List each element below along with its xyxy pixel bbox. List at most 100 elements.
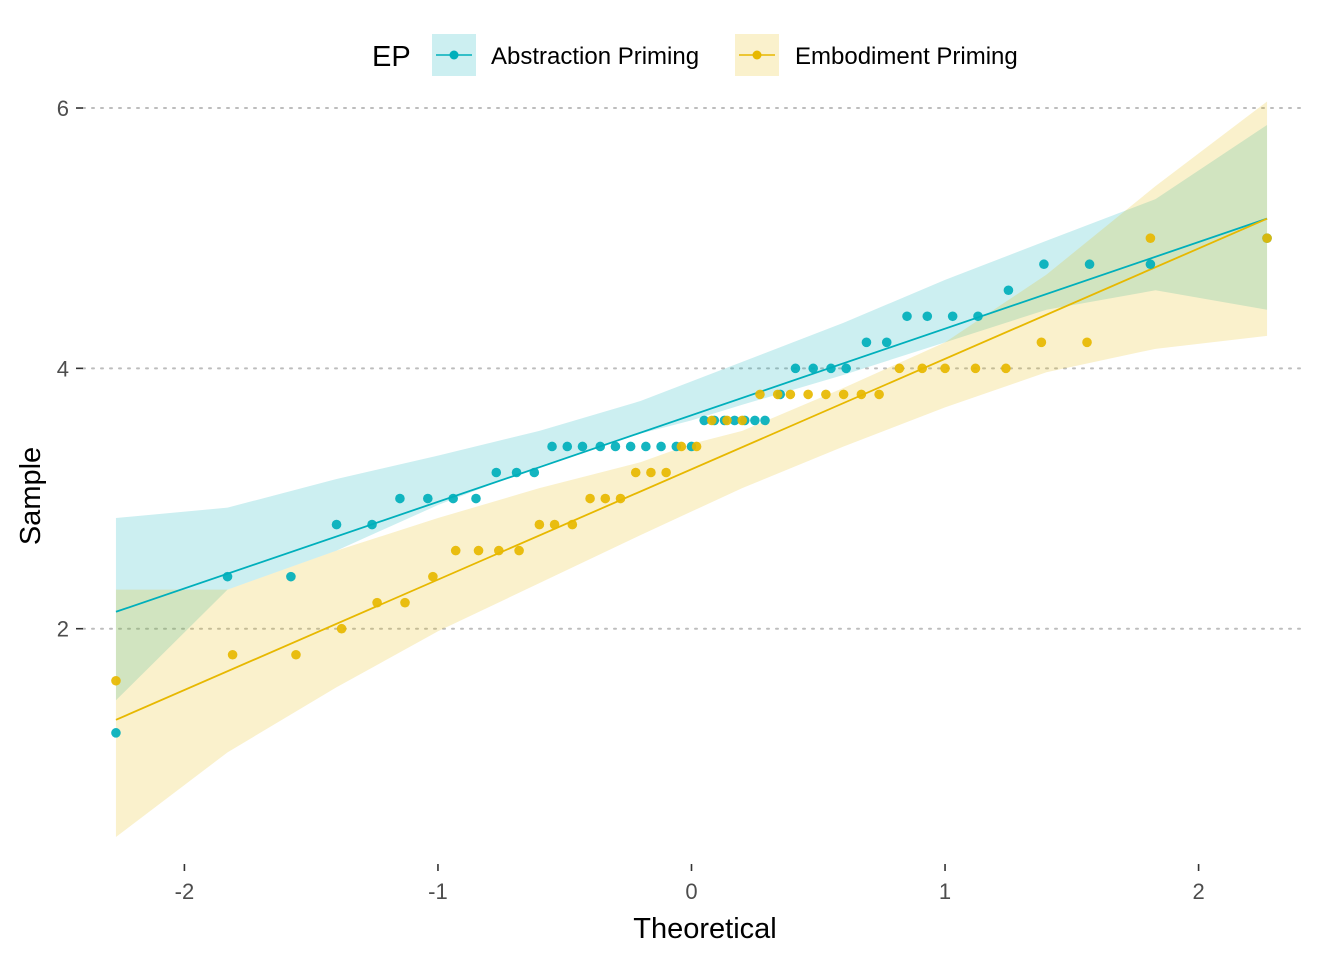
point-embodiment-priming	[970, 363, 981, 374]
point-abstraction-priming	[111, 728, 121, 738]
point-abstraction-priming	[729, 415, 740, 426]
x-tick-label: -2	[175, 879, 195, 904]
legend-key-abstraction-point	[449, 50, 459, 60]
legend-key-abstraction	[432, 34, 476, 76]
point-embodiment-priming	[111, 675, 121, 686]
point-embodiment-priming	[661, 467, 671, 478]
x-axis-title: Theoretical	[633, 913, 776, 945]
point-abstraction-priming	[511, 467, 522, 478]
legend-label-abstraction: Abstraction Priming	[491, 43, 699, 70]
point-embodiment-priming	[940, 363, 950, 374]
point-embodiment-priming	[755, 389, 765, 400]
point-abstraction-priming	[1145, 259, 1156, 270]
point-embodiment-priming	[615, 493, 626, 504]
point-embodiment-priming	[600, 493, 611, 504]
point-abstraction-priming	[922, 311, 933, 322]
point-embodiment-priming	[227, 649, 238, 660]
point-embodiment-priming	[646, 467, 656, 478]
x-tick-label: 2	[1192, 879, 1204, 904]
point-embodiment-priming	[821, 389, 831, 400]
y-tick-label: 4	[57, 356, 69, 381]
point-embodiment-priming	[336, 623, 347, 634]
point-embodiment-priming	[585, 493, 595, 504]
point-embodiment-priming	[676, 441, 687, 452]
point-embodiment-priming	[400, 597, 410, 608]
point-abstraction-priming	[841, 363, 851, 374]
y-axis: 2 4 6	[57, 96, 83, 642]
point-abstraction-priming	[750, 415, 760, 426]
point-abstraction-priming	[367, 519, 377, 530]
point-abstraction-priming	[448, 493, 458, 504]
point-abstraction-priming	[625, 441, 636, 452]
x-axis: -2 -1 0 1 2	[175, 864, 1205, 904]
point-abstraction-priming	[562, 441, 573, 452]
x-tick-label: 0	[685, 879, 697, 904]
point-embodiment-priming	[630, 467, 641, 478]
point-abstraction-priming	[790, 363, 801, 374]
point-embodiment-priming	[549, 519, 560, 530]
point-embodiment-priming	[372, 597, 382, 608]
point-embodiment-priming	[494, 545, 504, 556]
point-embodiment-priming	[291, 649, 301, 660]
point-abstraction-priming	[1039, 259, 1049, 270]
reference-line-embodiment-priming	[115, 217, 1268, 721]
point-abstraction-priming	[547, 441, 557, 452]
point-abstraction-priming	[1003, 285, 1014, 296]
point-abstraction-priming	[395, 493, 405, 504]
point-embodiment-priming	[785, 389, 796, 400]
point-abstraction-priming	[861, 337, 872, 348]
y-axis-title: Sample	[15, 447, 47, 545]
point-embodiment-priming	[1082, 337, 1092, 348]
legend-key-embodiment-point	[752, 50, 762, 60]
point-embodiment-priming	[722, 415, 732, 426]
point-abstraction-priming	[826, 363, 836, 374]
point-embodiment-priming	[838, 389, 849, 400]
point-embodiment-priming	[514, 545, 524, 556]
point-abstraction-priming	[656, 441, 666, 452]
point-embodiment-priming	[428, 571, 438, 582]
point-abstraction-priming	[595, 441, 606, 452]
point-embodiment-priming	[917, 363, 928, 374]
point-embodiment-priming	[567, 519, 578, 530]
reference-lines	[115, 217, 1268, 721]
point-abstraction-priming	[331, 519, 342, 530]
point-abstraction-priming	[577, 441, 588, 452]
point-embodiment-priming	[450, 545, 461, 556]
point-embodiment-priming	[1001, 363, 1011, 374]
y-tick-label: 2	[57, 617, 69, 642]
point-abstraction-priming	[808, 363, 818, 374]
point-abstraction-priming	[286, 571, 296, 582]
y-tick-label: 6	[57, 96, 69, 121]
point-abstraction-priming	[947, 311, 958, 322]
sample-points	[111, 233, 1272, 738]
point-embodiment-priming	[1036, 337, 1047, 348]
legend-label-embodiment: Embodiment Priming	[795, 43, 1018, 70]
point-embodiment-priming	[856, 389, 867, 400]
point-abstraction-priming	[529, 467, 540, 478]
point-abstraction-priming	[902, 311, 912, 322]
point-abstraction-priming	[610, 441, 621, 452]
point-abstraction-priming	[1084, 259, 1095, 270]
point-abstraction-priming	[973, 311, 983, 322]
confidence-band-abstraction-priming	[115, 124, 1268, 701]
point-abstraction-priming	[760, 415, 770, 426]
point-embodiment-priming	[473, 545, 484, 556]
point-abstraction-priming	[881, 337, 892, 348]
point-embodiment-priming	[1145, 233, 1156, 243]
point-abstraction-priming	[423, 493, 433, 504]
point-abstraction-priming	[641, 441, 651, 452]
point-embodiment-priming	[534, 519, 545, 530]
legend: EP Abstraction Priming Embodiment Primin…	[372, 34, 1018, 76]
point-embodiment-priming	[706, 415, 717, 426]
point-embodiment-priming	[1262, 233, 1272, 243]
x-tick-label: 1	[939, 879, 951, 904]
point-embodiment-priming	[772, 389, 783, 400]
point-embodiment-priming	[737, 415, 748, 426]
point-abstraction-priming	[471, 493, 481, 504]
x-tick-label: -1	[428, 879, 448, 904]
point-abstraction-priming	[222, 571, 233, 582]
point-abstraction-priming	[491, 467, 502, 478]
legend-title: EP	[372, 41, 411, 73]
legend-key-embodiment	[735, 34, 779, 76]
